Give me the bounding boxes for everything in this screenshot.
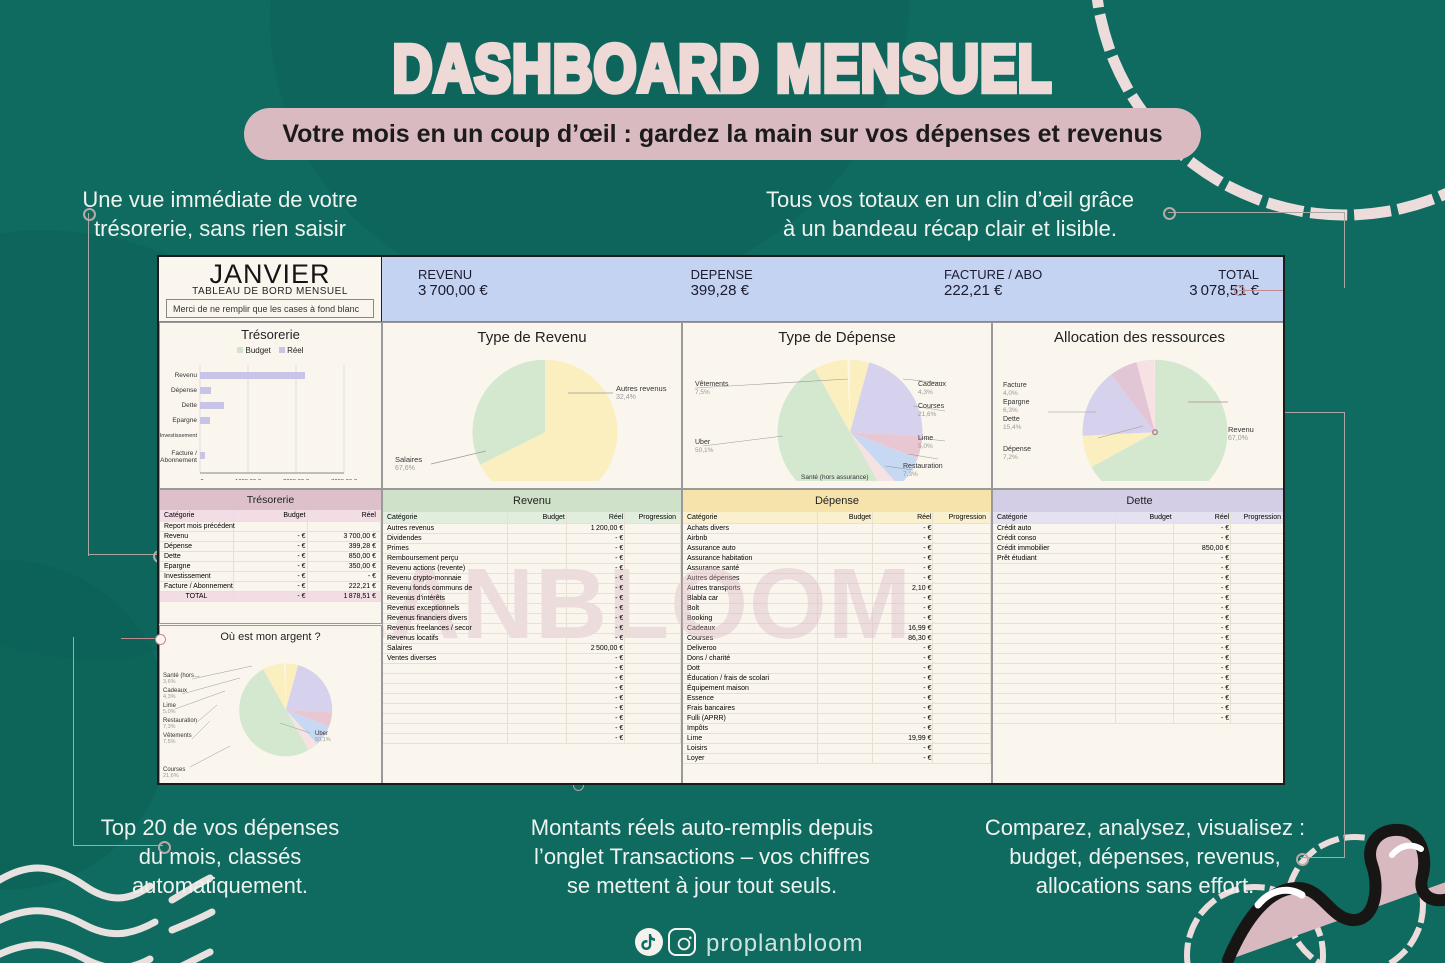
svg-text:50,1%: 50,1% xyxy=(315,737,331,743)
svg-text:7,5%: 7,5% xyxy=(695,389,710,396)
svg-text:Dépense: Dépense xyxy=(1003,446,1031,453)
svg-text:7,5%: 7,5% xyxy=(163,739,176,745)
svg-text:5,0%: 5,0% xyxy=(918,443,933,450)
svg-text:67,6%: 67,6% xyxy=(395,465,415,472)
svg-text:7,3%: 7,3% xyxy=(903,471,918,478)
svg-text:Salaires: Salaires xyxy=(395,455,422,464)
svg-text:3,6%: 3,6% xyxy=(163,679,176,685)
svg-text:7,3%: 7,3% xyxy=(163,724,176,730)
svg-text:Dette: Dette xyxy=(181,402,197,409)
svg-text:2000,00 €: 2000,00 € xyxy=(283,479,310,480)
svg-text:7,2%: 7,2% xyxy=(1003,454,1018,461)
svg-text:Facture: Facture xyxy=(1003,382,1027,389)
svg-text:Cadeaux: Cadeaux xyxy=(918,381,947,388)
svg-text:Uber: Uber xyxy=(695,439,711,446)
svg-text:Investissement: Investissement xyxy=(160,433,197,439)
svg-text:Vêtements: Vêtements xyxy=(695,381,729,388)
svg-text:4,0%: 4,0% xyxy=(1003,390,1018,397)
svg-text:Autres revenus: Autres revenus xyxy=(616,384,667,393)
svg-text:Restauration: Restauration xyxy=(903,463,943,470)
svg-text:4,3%: 4,3% xyxy=(163,694,176,700)
svg-text:50,1%: 50,1% xyxy=(695,447,714,454)
svg-text:Santé (hors assurance): Santé (hors assurance) xyxy=(801,474,869,481)
svg-text:6,3%: 6,3% xyxy=(1003,407,1018,414)
svg-text:Revenu: Revenu xyxy=(175,372,198,379)
svg-text:21,6%: 21,6% xyxy=(918,411,937,418)
svg-text:Lime: Lime xyxy=(918,435,933,442)
svg-text:Epargne: Epargne xyxy=(1003,399,1030,406)
svg-text:Facture /: Facture / xyxy=(171,450,197,457)
svg-text:21,6%: 21,6% xyxy=(163,773,179,779)
svg-text:3000,00 €: 3000,00 € xyxy=(331,479,358,480)
svg-text:Revenu: Revenu xyxy=(1228,425,1254,434)
svg-text:32,4%: 32,4% xyxy=(616,394,636,401)
svg-text:Dette: Dette xyxy=(1003,416,1020,423)
svg-text:15,4%: 15,4% xyxy=(1003,424,1022,431)
svg-text:Abonnement: Abonnement xyxy=(160,457,197,464)
svg-text:67,0%: 67,0% xyxy=(1228,435,1248,442)
svg-text:- €: - € xyxy=(197,479,205,480)
svg-text:Courses: Courses xyxy=(918,403,945,410)
svg-text:4,3%: 4,3% xyxy=(918,389,933,396)
svg-text:Dépense: Dépense xyxy=(171,387,197,394)
svg-text:1000,00 €: 1000,00 € xyxy=(235,479,262,480)
svg-text:Epargne: Epargne xyxy=(172,417,197,424)
svg-text:5,0%: 5,0% xyxy=(163,709,176,715)
